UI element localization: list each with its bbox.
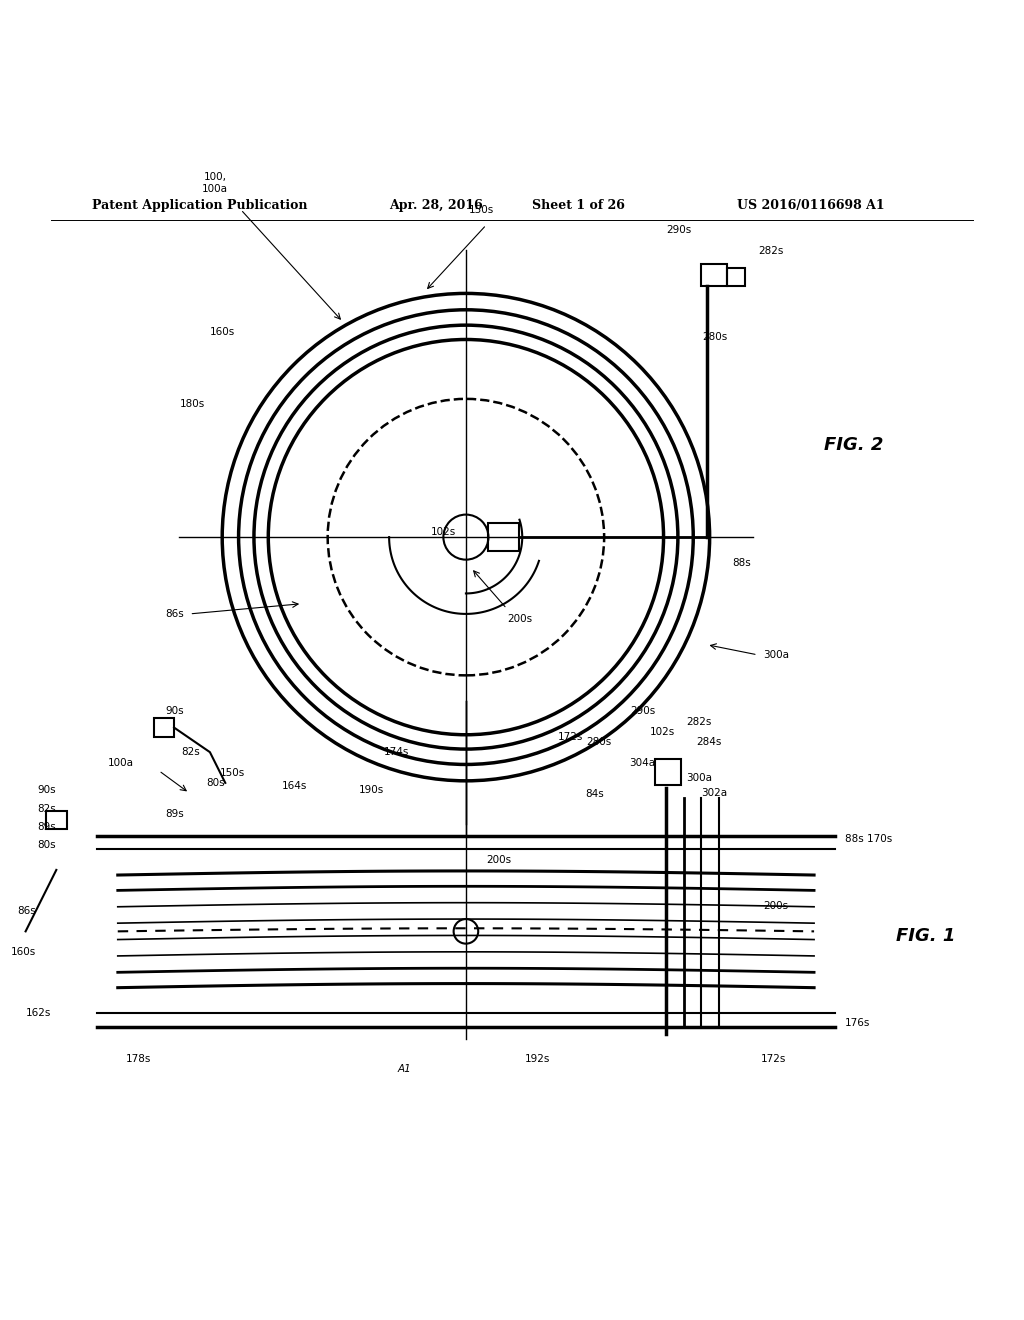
Text: 80s: 80s xyxy=(38,841,56,850)
Text: FIG. 1: FIG. 1 xyxy=(896,928,955,945)
Text: 162s: 162s xyxy=(26,1008,51,1018)
Text: 178s: 178s xyxy=(126,1055,151,1064)
Text: 100a: 100a xyxy=(108,758,133,767)
Text: Sheet 1 of 26: Sheet 1 of 26 xyxy=(532,199,626,211)
Text: 302a: 302a xyxy=(701,788,728,799)
Bar xyxy=(655,759,681,785)
Text: 180s: 180s xyxy=(179,399,205,409)
Text: 280s: 280s xyxy=(701,333,727,342)
Text: 304a: 304a xyxy=(629,758,655,767)
Text: 80s: 80s xyxy=(207,777,225,788)
Text: 164s: 164s xyxy=(282,781,307,791)
Bar xyxy=(727,268,745,286)
Text: 88s 170s: 88s 170s xyxy=(845,834,892,845)
Text: 86s: 86s xyxy=(166,609,184,619)
Text: 89s: 89s xyxy=(38,822,56,832)
Text: 192s: 192s xyxy=(525,1055,550,1064)
Text: 90s: 90s xyxy=(38,785,56,795)
Text: 290s: 290s xyxy=(630,706,655,717)
Text: 84s: 84s xyxy=(586,789,604,800)
Bar xyxy=(154,718,174,737)
Text: 290s: 290s xyxy=(666,224,691,235)
Text: 172s: 172s xyxy=(761,1055,785,1064)
Text: A1: A1 xyxy=(397,1064,412,1074)
Text: Apr. 28, 2016: Apr. 28, 2016 xyxy=(389,199,483,211)
Text: 300a: 300a xyxy=(686,774,712,783)
Text: 160s: 160s xyxy=(210,327,236,338)
Text: 280s: 280s xyxy=(587,737,611,747)
Text: 190s: 190s xyxy=(358,785,384,795)
Text: 172s: 172s xyxy=(558,731,584,742)
Text: 284s: 284s xyxy=(696,737,722,747)
Text: 100,
100a: 100, 100a xyxy=(202,173,228,194)
Text: 150s: 150s xyxy=(220,768,246,777)
Text: 282s: 282s xyxy=(758,246,783,256)
Text: 150s: 150s xyxy=(469,205,494,215)
Text: 174s: 174s xyxy=(384,747,410,758)
Text: 82s: 82s xyxy=(181,747,200,758)
Text: 160s: 160s xyxy=(10,946,36,957)
Bar xyxy=(46,810,67,829)
Text: 200s: 200s xyxy=(763,900,788,911)
Text: Patent Application Publication: Patent Application Publication xyxy=(92,199,307,211)
Text: 282s: 282s xyxy=(686,717,712,726)
Text: 82s: 82s xyxy=(38,804,56,813)
Text: 89s: 89s xyxy=(166,809,184,818)
Text: 300a: 300a xyxy=(763,649,788,660)
Bar xyxy=(701,264,727,286)
Text: 86s: 86s xyxy=(17,906,36,916)
Text: 102s: 102s xyxy=(650,727,676,737)
Text: FIG. 2: FIG. 2 xyxy=(824,436,884,454)
Bar xyxy=(488,523,519,552)
Text: 90s: 90s xyxy=(166,706,184,717)
Text: 176s: 176s xyxy=(845,1019,870,1028)
Text: US 2016/0116698 A1: US 2016/0116698 A1 xyxy=(737,199,885,211)
Text: 88s: 88s xyxy=(732,558,751,568)
Text: 102s: 102s xyxy=(430,527,456,537)
Text: 200s: 200s xyxy=(486,855,512,865)
Text: 200s: 200s xyxy=(507,614,532,624)
